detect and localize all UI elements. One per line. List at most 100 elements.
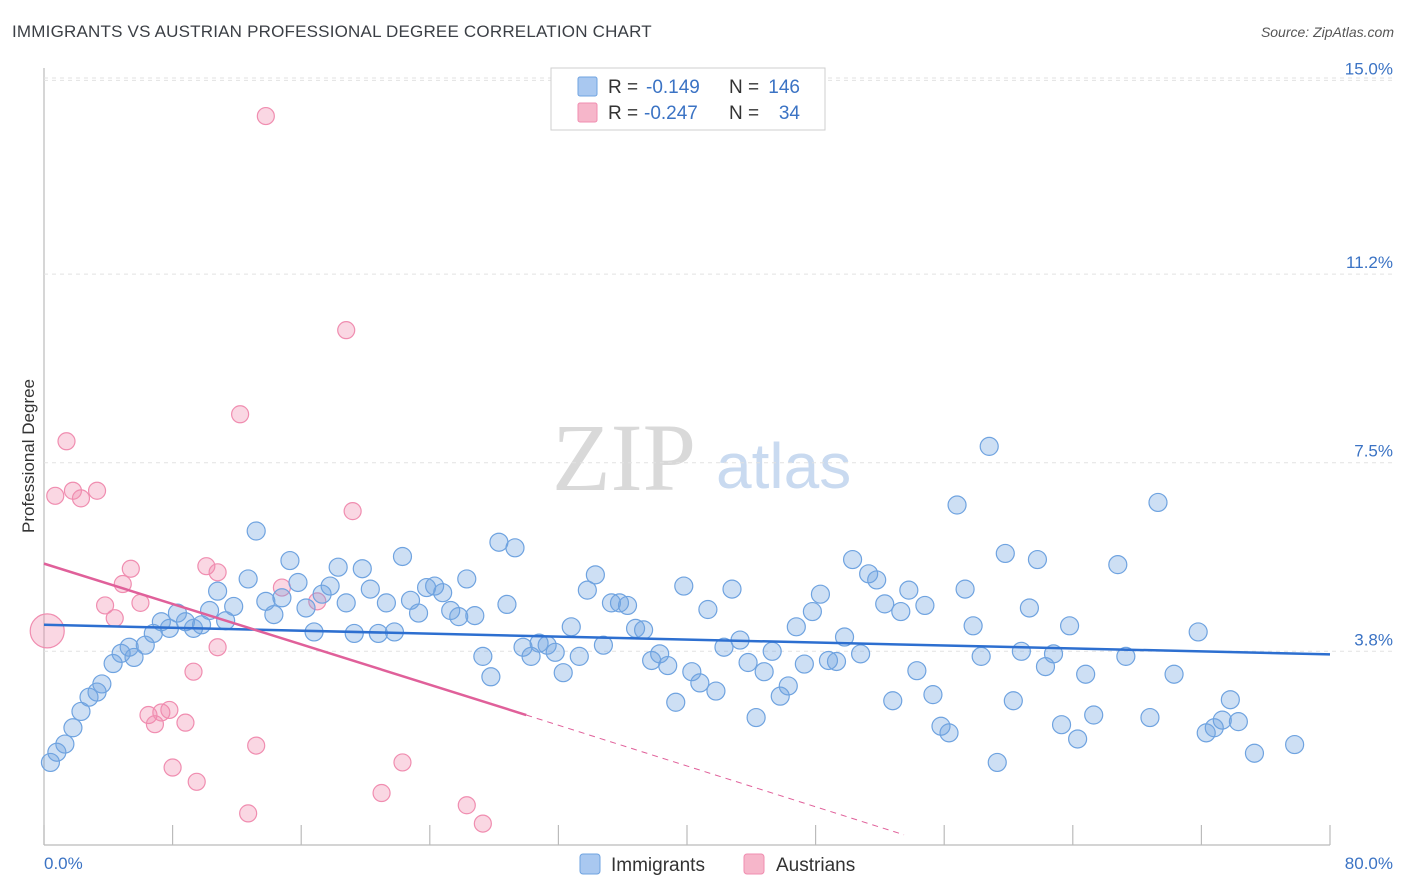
stats-r-value-austrians: -0.247 [644, 103, 698, 124]
immigrants-point [995, 543, 1015, 564]
austrians-point [105, 609, 124, 628]
x-tick-label-max: 80.0% [1345, 854, 1393, 873]
immigrants-point [1212, 710, 1232, 730]
immigrants-point [40, 752, 61, 773]
immigrants-point [1228, 712, 1248, 732]
immigrants-point [915, 595, 935, 616]
immigrants-point [810, 584, 831, 604]
immigrants-point [553, 663, 573, 683]
immigrants-point [577, 580, 597, 600]
immigrants-point [786, 617, 806, 637]
immigrants-point [1188, 622, 1208, 642]
immigrants-point [336, 593, 356, 613]
austrians-point [372, 783, 391, 803]
immigrants-point [842, 549, 863, 570]
immigrants-point [280, 550, 300, 571]
immigrants-point [963, 616, 983, 636]
immigrants-point [392, 546, 413, 567]
immigrants-point [1051, 715, 1072, 735]
austrians-point [197, 557, 216, 576]
immigrants-point [851, 644, 871, 664]
austrians-point [473, 814, 492, 833]
immigrants-point [834, 627, 855, 647]
y-tick-label: 11.2% [1346, 253, 1393, 272]
immigrants-point [481, 667, 501, 687]
legend-label-immigrants: Immigrants [611, 855, 705, 876]
immigrants-point [47, 742, 67, 762]
immigrants-point [899, 580, 919, 600]
stats-r-value-immigrants: -0.149 [646, 77, 700, 98]
stats-n-label-austrians: N = [729, 103, 759, 124]
immigrants-point [505, 538, 525, 558]
stats-n-label-immigrants: N = [729, 77, 759, 98]
immigrants-point [818, 650, 839, 671]
immigrants-point [971, 646, 991, 666]
immigrants-point [754, 662, 774, 682]
immigrants-point [376, 593, 396, 613]
immigrants-point [979, 436, 999, 456]
austrians-trendline [43, 562, 527, 717]
immigrants-point [55, 734, 75, 754]
austrians-point [46, 486, 65, 505]
immigrants-point [465, 606, 485, 626]
immigrants-point [931, 716, 951, 736]
immigrants-point [457, 569, 477, 589]
immigrants-point [690, 673, 710, 693]
austrians-point [184, 662, 203, 681]
immigrants-point [1220, 690, 1240, 710]
immigrants-point [529, 633, 549, 653]
immigrants-point [907, 661, 927, 681]
immigrants-point [569, 646, 589, 666]
immigrants-point [1140, 707, 1160, 728]
immigrants-point [585, 565, 605, 585]
stats-n-value-austrians: 34 [779, 103, 801, 124]
immigrants-point [738, 652, 758, 673]
stats-n-value-immigrants: 146 [768, 77, 800, 98]
immigrants-point [674, 576, 694, 596]
austrians-point [29, 613, 65, 649]
austrians-point [187, 772, 206, 791]
immigrants-point [238, 569, 258, 589]
immigrants-point [682, 662, 702, 682]
immigrants-point [722, 579, 742, 599]
immigrants-point [770, 686, 790, 706]
austrians-point [208, 638, 227, 657]
immigrants-point [328, 557, 348, 577]
immigrants-point [883, 691, 903, 711]
immigrants-point [778, 676, 798, 696]
immigrants-point [698, 599, 718, 620]
immigrants-point [891, 601, 911, 622]
immigrants-point [246, 521, 266, 541]
legend-swatch-austrians [743, 853, 765, 875]
immigrants-point [746, 707, 766, 728]
immigrants-point [706, 681, 726, 701]
immigrants-point [360, 579, 380, 599]
watermark-zip: ZIP [552, 404, 696, 511]
immigrants-point [1068, 729, 1088, 749]
trend-lines [43, 562, 1331, 836]
immigrants-point [1084, 705, 1104, 725]
source-note: Source: ZipAtlas.com [1260, 24, 1394, 40]
immigrants-point [119, 637, 139, 657]
immigrants-point [344, 623, 364, 644]
austrians-point [343, 502, 362, 521]
austrians-point [457, 796, 476, 815]
austrians-point [393, 753, 412, 772]
immigrants-point [71, 701, 91, 722]
immigrants-point [1108, 555, 1128, 575]
immigrants-point [1164, 664, 1184, 684]
immigrants-point [92, 674, 112, 694]
gridlines [44, 77, 1392, 652]
immigrants-point [545, 642, 565, 662]
immigrants-point [296, 598, 316, 618]
y-axis-tick-labels: 3.8% 7.5% 11.2% 15.0% [1345, 59, 1393, 649]
immigrants-point [264, 604, 284, 625]
immigrants-point [826, 651, 847, 672]
austrians-point [57, 432, 76, 451]
austrians-point [160, 700, 179, 720]
austrians-point [145, 715, 165, 734]
immigrants-point [1011, 641, 1031, 661]
immigrants-point [714, 637, 734, 657]
chart-title: IMMIGRANTS VS AUSTRIAN PROFESSIONAL DEGR… [12, 22, 652, 41]
